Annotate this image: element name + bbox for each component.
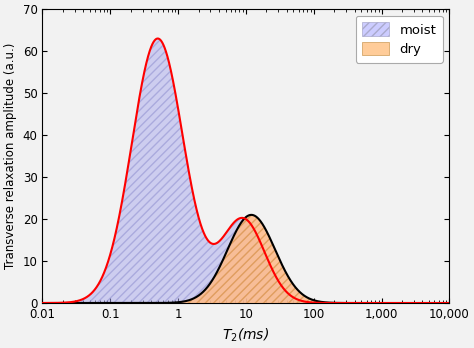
Y-axis label: Transverse relaxation amplitude (a.u.): Transverse relaxation amplitude (a.u.)	[4, 43, 17, 269]
X-axis label: $T_2$(ms): $T_2$(ms)	[222, 326, 270, 344]
Legend: moist, dry: moist, dry	[356, 16, 443, 63]
